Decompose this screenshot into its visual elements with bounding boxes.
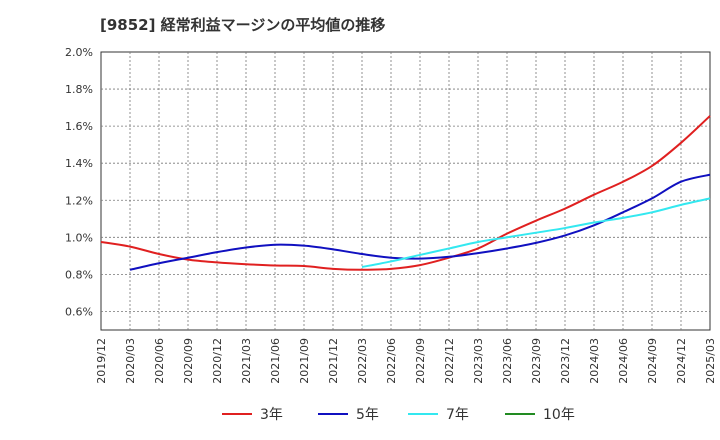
x-tick-label: 2021/06 — [269, 338, 282, 384]
y-tick-label: 1.8% — [65, 83, 93, 96]
series-lines — [100, 115, 711, 271]
legend-label: 5年 — [356, 407, 379, 423]
x-tick-label: 2022/09 — [414, 338, 427, 384]
y-tick-label: 0.6% — [65, 305, 93, 318]
x-tick-label: 2023/12 — [559, 338, 572, 384]
y-tick-label: 1.0% — [65, 231, 93, 244]
legend-label: 7年 — [446, 407, 469, 423]
x-tick-label: 2020/06 — [153, 338, 166, 384]
legend: 3年 5年 7年 10年 — [222, 407, 575, 423]
y-tick-label: 2.0% — [65, 46, 93, 59]
y-axis: 0.6% 0.8% 1.0% 1.2% 1.4% 1.6% 1.8% 2.0% — [65, 46, 93, 318]
legend-label: 10年 — [543, 407, 575, 423]
x-tick-label: 2023/03 — [472, 338, 485, 384]
x-tick-label: 2020/03 — [124, 338, 137, 384]
x-axis: 2019/12 2020/03 2020/06 2020/09 2020/12 2021/… — [95, 338, 717, 384]
x-tick-label: 2024/03 — [588, 338, 601, 384]
x-tick-label: 2022/06 — [385, 338, 398, 384]
plot-area — [100, 51, 711, 331]
chart-title: [9852] 経常利益マージンの平均値の推移 — [100, 16, 386, 34]
x-tick-label: 2023/09 — [530, 338, 543, 384]
x-tick-label: 2021/09 — [298, 338, 311, 384]
x-tick-label: 2020/12 — [211, 338, 224, 384]
x-tick-label: 2024/09 — [646, 338, 659, 384]
x-tick-label: 2023/06 — [501, 338, 514, 384]
legend-label: 3年 — [260, 407, 283, 423]
x-tick-label: 2025/03 — [704, 338, 717, 384]
x-tick-label: 2022/12 — [443, 338, 456, 384]
series-line-5年 — [129, 173, 711, 271]
y-tick-label: 1.2% — [65, 194, 93, 207]
y-tick-label: 1.4% — [65, 157, 93, 170]
y-tick-label: 1.6% — [65, 120, 93, 133]
y-tick-label: 0.8% — [65, 268, 93, 281]
x-tick-label: 2024/06 — [617, 338, 630, 384]
x-tick-label: 2019/12 — [95, 338, 108, 384]
series-line-3年 — [100, 115, 711, 271]
x-tick-label: 2021/12 — [327, 338, 340, 384]
x-tick-label: 2024/12 — [675, 338, 688, 384]
grid-lines — [101, 52, 710, 330]
x-tick-label: 2022/03 — [356, 338, 369, 384]
x-tick-label: 2021/03 — [240, 338, 253, 384]
series-line-7年 — [361, 197, 711, 268]
x-tick-label: 2020/09 — [182, 338, 195, 384]
